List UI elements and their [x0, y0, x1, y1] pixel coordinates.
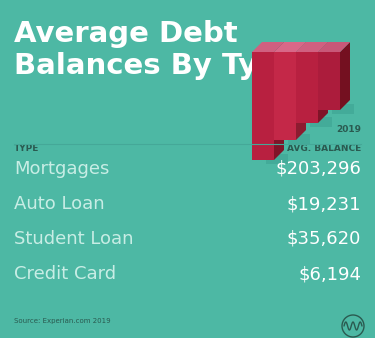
Polygon shape [340, 42, 350, 110]
Polygon shape [332, 104, 354, 114]
Polygon shape [274, 52, 296, 140]
Text: TYPE: TYPE [14, 144, 39, 153]
Polygon shape [318, 42, 328, 123]
Polygon shape [266, 154, 288, 164]
Polygon shape [296, 42, 328, 52]
Polygon shape [252, 52, 274, 160]
Text: $6,194: $6,194 [298, 265, 361, 283]
Polygon shape [274, 42, 284, 160]
Text: AVG. BALANCE: AVG. BALANCE [287, 144, 361, 153]
Text: 2019: 2019 [336, 125, 361, 134]
Polygon shape [318, 52, 340, 110]
Text: Auto Loan: Auto Loan [14, 195, 105, 213]
Text: Source: Experian.com 2019: Source: Experian.com 2019 [14, 318, 111, 324]
Polygon shape [288, 134, 310, 144]
Text: Credit Card: Credit Card [14, 265, 116, 283]
Polygon shape [296, 52, 318, 123]
Text: Student Loan: Student Loan [14, 230, 134, 248]
Polygon shape [296, 42, 306, 140]
Text: $35,620: $35,620 [286, 230, 361, 248]
Polygon shape [318, 42, 350, 52]
Polygon shape [310, 117, 332, 127]
Text: $203,296: $203,296 [275, 160, 361, 178]
Text: Balances By Type: Balances By Type [14, 52, 298, 80]
Polygon shape [274, 42, 306, 52]
Text: $19,231: $19,231 [286, 195, 361, 213]
Polygon shape [252, 42, 284, 52]
Text: Mortgages: Mortgages [14, 160, 110, 178]
Text: Average Debt: Average Debt [14, 20, 238, 48]
